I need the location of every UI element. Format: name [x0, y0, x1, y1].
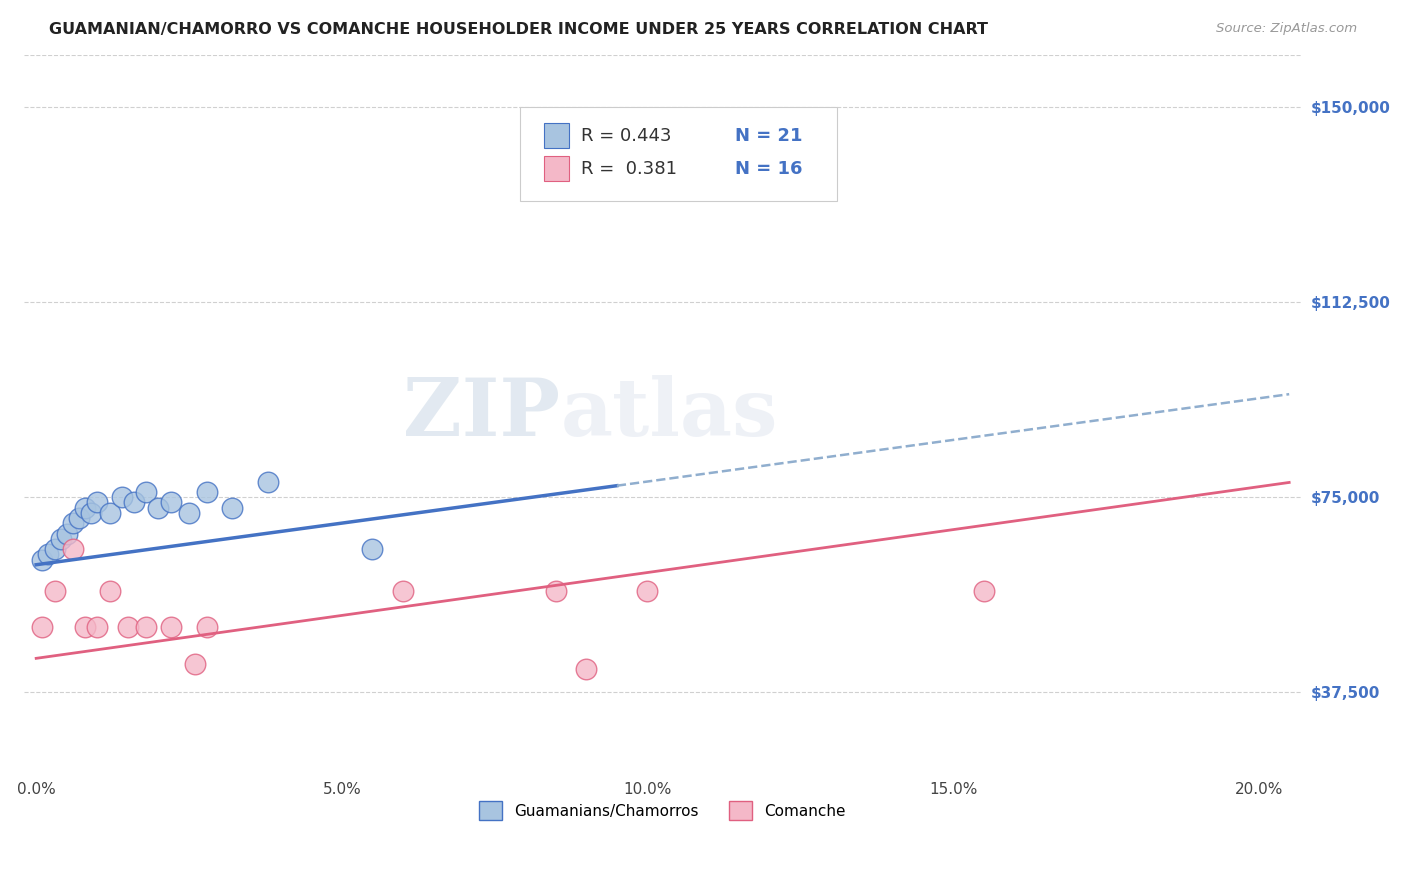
Point [98, 506, 121, 520]
Point [575, 662, 598, 676]
Point [392, 583, 415, 598]
Point [111, 490, 134, 504]
Point [62, 542, 84, 557]
Text: N = 21: N = 21 [735, 128, 803, 145]
Point [55, 526, 77, 541]
Point [221, 500, 243, 515]
Point [135, 620, 157, 634]
Text: GUAMANIAN/CHAMORRO VS COMANCHE HOUSEHOLDER INCOME UNDER 25 YEARS CORRELATION CHA: GUAMANIAN/CHAMORRO VS COMANCHE HOUSEHOLD… [49, 22, 988, 37]
Text: N = 16: N = 16 [735, 161, 803, 178]
Point [257, 475, 280, 489]
Legend: Guamanians/Chamorros, Comanche: Guamanians/Chamorros, Comanche [474, 796, 852, 826]
Point [37, 547, 59, 561]
Point [98, 583, 121, 598]
Point [117, 620, 139, 634]
Text: atlas: atlas [561, 375, 778, 453]
Point [159, 495, 181, 509]
Text: R = 0.443: R = 0.443 [581, 128, 671, 145]
Point [361, 542, 384, 557]
Point [75, 620, 97, 634]
Point [62, 516, 84, 530]
Point [31, 552, 53, 566]
Point [636, 583, 658, 598]
Point [148, 500, 170, 515]
Point [49, 532, 72, 546]
Point [86, 495, 108, 509]
Text: ZIP: ZIP [404, 375, 561, 453]
Point [80, 506, 103, 520]
Point [195, 485, 218, 500]
Point [44, 583, 66, 598]
Text: Source: ZipAtlas.com: Source: ZipAtlas.com [1216, 22, 1357, 36]
Text: R =  0.381: R = 0.381 [581, 161, 676, 178]
Point [159, 620, 181, 634]
Point [122, 495, 145, 509]
Point [973, 583, 995, 598]
Point [86, 620, 108, 634]
Point [544, 583, 567, 598]
Point [44, 542, 66, 557]
Point [67, 511, 90, 525]
Point [75, 500, 97, 515]
Point [31, 620, 53, 634]
Point [195, 620, 218, 634]
Point [177, 506, 200, 520]
Point [184, 657, 207, 671]
Point [135, 485, 157, 500]
